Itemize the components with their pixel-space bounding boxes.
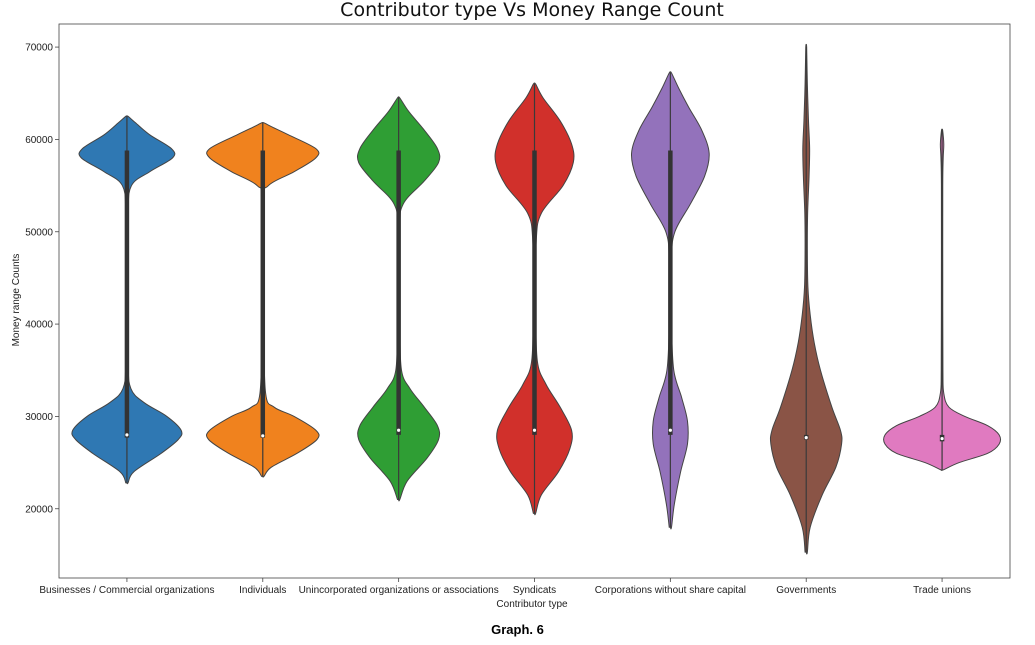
y-tick-label: 40000	[25, 320, 53, 331]
y-axis-title: Money range Counts	[11, 254, 22, 347]
x-tick-label: Syndicats	[513, 585, 556, 596]
x-axis: Businesses / Commercial organizations Ind…	[39, 578, 971, 596]
violins	[71, 43, 1002, 555]
figure-caption: Graph. 6	[491, 622, 544, 637]
x-tick-label: Unincorporated organizations or associat…	[299, 585, 499, 596]
violin-median-point	[397, 428, 401, 432]
y-tick-label: 20000	[25, 504, 53, 515]
x-axis-title: Contributor type	[496, 599, 568, 610]
x-tick-label: Governments	[776, 585, 836, 596]
violin-median-point	[940, 436, 944, 441]
y-axis: 20000 30000 40000 50000 60000 70000	[25, 43, 59, 515]
chart-title: Contributor type Vs Money Range Count	[340, 0, 724, 21]
x-tick-label: Businesses / Commercial organizations	[39, 585, 214, 596]
violin-median-point	[261, 434, 265, 438]
violin-median-point	[125, 433, 129, 437]
x-tick-label: Corporations without share capital	[595, 585, 746, 596]
y-tick-label: 30000	[25, 412, 53, 423]
y-tick-label: 50000	[25, 227, 53, 238]
violin-median-point	[532, 428, 537, 432]
x-tick-label: Trade unions	[913, 585, 971, 596]
x-tick-label: Individuals	[239, 585, 286, 596]
violin-median-point	[668, 428, 672, 432]
y-tick-label: 60000	[25, 135, 53, 146]
violin-median-point	[804, 436, 808, 440]
y-tick-label: 70000	[25, 43, 53, 54]
